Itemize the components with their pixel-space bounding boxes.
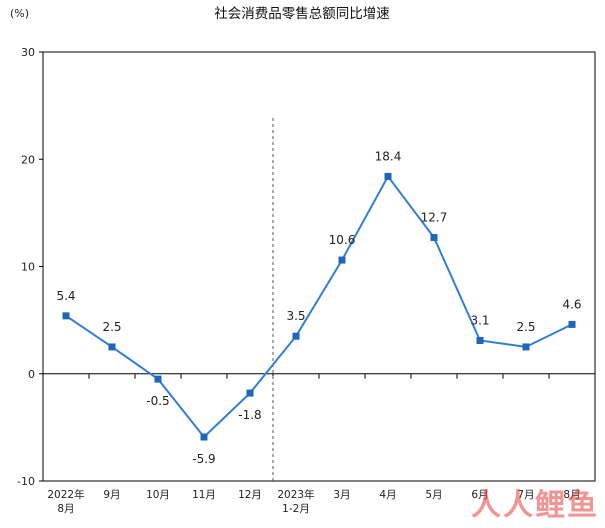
x-tick-label: 8月 [57,503,74,515]
x-tick-label: 1-2月 [282,503,310,515]
x-tick-label: 12月 [238,489,262,501]
x-tick-label: 3月 [333,489,350,501]
x-tick-label: 8月 [563,489,580,501]
data-point [430,234,438,242]
plot-frame [42,51,596,482]
data-point [200,433,208,441]
data-label: 10.6 [329,233,356,247]
watermark-logo: 人人鲤鱼 [471,488,599,523]
data-label: 18.4 [375,149,402,163]
data-label: 4.6 [562,297,581,311]
data-point [476,337,484,345]
y-tick-label: 10 [21,261,35,274]
x-tick-label: 10月 [146,489,170,501]
x-tick-label: 5月 [425,489,442,501]
data-point [62,312,70,320]
x-tick-label: 2023年 [277,488,314,501]
y-tick-label: 20 [21,153,35,166]
data-label: -5.9 [192,452,215,466]
y-axis: -10 0 10 20 30 [17,46,43,488]
data-label: 2.5 [102,320,121,334]
data-label: 12.7 [421,211,448,225]
series-line [65,174,573,439]
chart-title: 社会消费品零售总额同比增速 [214,6,390,22]
data-point [338,256,346,264]
y-unit-label: (%) [10,7,29,20]
data-point [154,375,162,383]
data-label: -0.5 [146,394,169,408]
x-tick-label: 6月 [471,489,488,501]
data-label: 2.5 [516,320,535,334]
data-point [108,343,116,351]
x-tick-label: 7月 [517,489,534,501]
data-label: 3.5 [286,309,305,323]
data-labels: 5.4 2.5 -0.5 -5.9 -1.8 3.5 10.6 18.4 12.7 3.1 2.5 4… [56,149,581,466]
y-tick-label: -10 [17,475,35,488]
data-point [292,332,300,340]
data-point [384,172,392,180]
data-label: -1.8 [238,408,261,422]
data-label: 3.1 [470,314,489,328]
x-tick-label: 9月 [103,489,120,501]
y-tick-label: 30 [21,46,35,59]
x-tick-label: 2022年 [47,488,84,501]
data-point [522,343,530,351]
markers [62,172,576,441]
x-axis: 2022年 8月 9月 10月 11月 12月 2023年 1-2月 3月 4月 5月 6月 7月 8月 [47,373,581,515]
y-tick-label: 0 [28,368,35,381]
data-point [246,389,254,397]
x-tick-label: 11月 [192,489,216,501]
data-label: 5.4 [56,289,75,303]
x-tick-label: 4月 [379,489,396,501]
data-point [568,320,576,328]
